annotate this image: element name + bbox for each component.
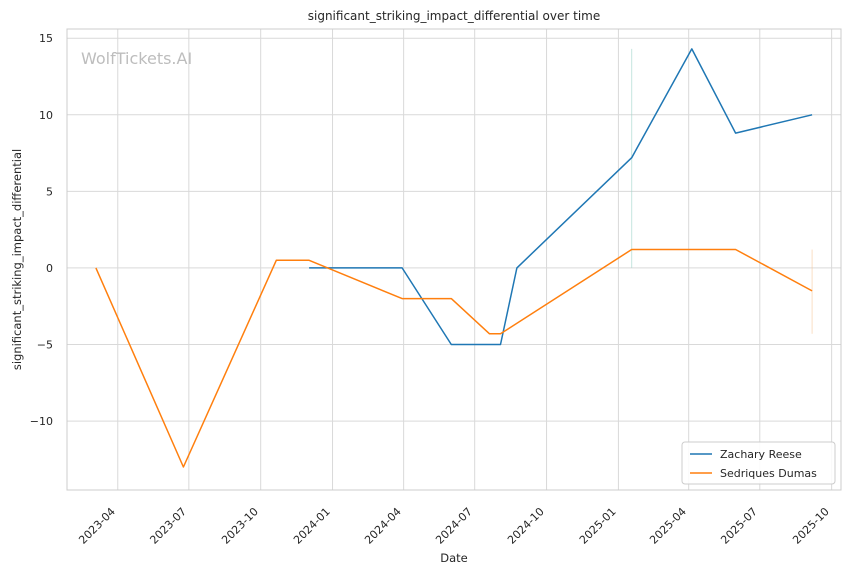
legend-label-0: Zachary Reese	[720, 448, 802, 461]
x-tick-label: 2023-04	[76, 505, 118, 547]
x-tick-label: 2024-10	[505, 505, 547, 547]
series-line-1	[95, 248, 813, 468]
legend: Zachary Reese Sedriques Dumas	[681, 441, 836, 485]
grid	[67, 29, 841, 490]
plot-frame	[66, 28, 842, 491]
y-tick-label: 5	[46, 185, 53, 198]
chart-title: significant_striking_impact_differential…	[308, 9, 600, 23]
y-tick-label: −10	[30, 415, 53, 428]
y-tick-label: −5	[37, 339, 53, 352]
x-tick-label: 2024-07	[433, 505, 475, 547]
legend-box	[681, 441, 836, 485]
x-tick-label: 2024-04	[362, 505, 404, 547]
y-tick-label: 10	[39, 109, 53, 122]
x-tick-label: 2025-04	[647, 505, 689, 547]
x-tick-label: 2025-10	[790, 505, 832, 547]
x-axis-label: Date	[440, 551, 468, 565]
x-tick-labels: 2023-04 2023-07 2023-10 2024-01 2024-04 2024-…	[76, 505, 832, 547]
x-tick-label: 2023-07	[147, 505, 189, 547]
x-tick-label: 2023-10	[219, 505, 261, 547]
x-tick-label: 2025-01	[577, 505, 619, 547]
x-tick-label: 2025-07	[718, 505, 760, 547]
y-axis-label: significant_striking_impact_differential	[10, 149, 24, 370]
series-line-0	[309, 48, 813, 346]
y-tick-label: 15	[39, 32, 53, 45]
x-tick-label: 2024-01	[291, 505, 333, 547]
y-tick-labels: −10 −5 0 5 10 15	[30, 32, 53, 428]
series-lines	[95, 48, 813, 468]
y-tick-label: 0	[46, 262, 53, 275]
watermark: WolfTickets.AI	[81, 49, 192, 68]
legend-label-1: Sedriques Dumas	[720, 467, 817, 480]
